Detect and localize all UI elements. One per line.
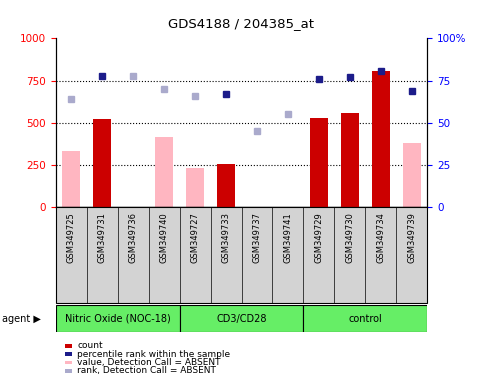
Text: CD3/CD28: CD3/CD28 <box>216 314 267 324</box>
Text: GSM349733: GSM349733 <box>222 212 230 263</box>
Bar <box>155 137 173 207</box>
Bar <box>56 305 180 332</box>
Text: GSM349736: GSM349736 <box>128 212 138 263</box>
Bar <box>303 305 427 332</box>
Text: control: control <box>349 314 383 324</box>
Text: GSM349739: GSM349739 <box>408 212 416 263</box>
Text: Nitric Oxide (NOC-18): Nitric Oxide (NOC-18) <box>65 314 170 324</box>
Text: GSM349731: GSM349731 <box>98 212 107 263</box>
Text: GSM349729: GSM349729 <box>314 212 324 263</box>
Text: GSM349730: GSM349730 <box>345 212 355 263</box>
Bar <box>62 151 80 207</box>
Bar <box>310 118 328 207</box>
Text: percentile rank within the sample: percentile rank within the sample <box>77 349 230 359</box>
Text: GDS4188 / 204385_at: GDS4188 / 204385_at <box>169 17 314 30</box>
Bar <box>341 113 359 207</box>
Bar <box>217 164 235 207</box>
Bar <box>186 168 204 207</box>
Bar <box>403 143 421 207</box>
Text: count: count <box>77 341 103 350</box>
Bar <box>180 305 303 332</box>
Text: GSM349741: GSM349741 <box>284 212 293 263</box>
Text: GSM349727: GSM349727 <box>190 212 199 263</box>
Bar <box>372 71 390 207</box>
Text: agent ▶: agent ▶ <box>2 314 41 324</box>
Text: GSM349740: GSM349740 <box>159 212 169 263</box>
Text: rank, Detection Call = ABSENT: rank, Detection Call = ABSENT <box>77 366 216 376</box>
Text: GSM349725: GSM349725 <box>67 212 75 263</box>
Bar <box>93 119 112 207</box>
Text: value, Detection Call = ABSENT: value, Detection Call = ABSENT <box>77 358 221 367</box>
Text: GSM349734: GSM349734 <box>376 212 385 263</box>
Text: GSM349737: GSM349737 <box>253 212 261 263</box>
